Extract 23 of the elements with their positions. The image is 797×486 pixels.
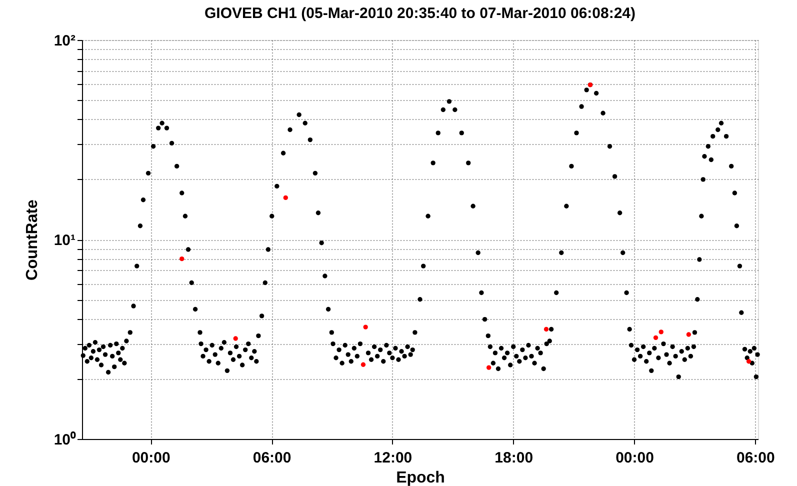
- point: [283, 195, 288, 200]
- chart-title: GIOVEB CH1 (05-Mar-2010 20:35:40 to 07-Mar-2010 06:08:24): [204, 5, 636, 22]
- x-tick-label: 00:00: [132, 450, 170, 466]
- point: [658, 330, 664, 334]
- x-axis-title: Epoch: [396, 470, 445, 486]
- y-tick-label: 10²: [54, 32, 76, 50]
- y-tick-label: 10⁰: [54, 430, 76, 448]
- point: [686, 332, 692, 337]
- y-axis-title: CountRate: [24, 199, 41, 280]
- point: [653, 335, 658, 340]
- point: [544, 326, 549, 332]
- point: [746, 359, 752, 364]
- x-tick-label: 06:00: [736, 450, 775, 466]
- x-tick-label: 12:00: [374, 450, 412, 466]
- y-tick-label: 10¹: [54, 232, 76, 249]
- point: [180, 256, 184, 262]
- point: [360, 362, 366, 367]
- point: [233, 336, 238, 341]
- x-tick-label: 18:00: [494, 450, 534, 466]
- point: [363, 324, 368, 330]
- x-tick-label: 00:00: [616, 450, 654, 466]
- point: [486, 365, 492, 370]
- x-tick-label: 06:00: [252, 450, 292, 466]
